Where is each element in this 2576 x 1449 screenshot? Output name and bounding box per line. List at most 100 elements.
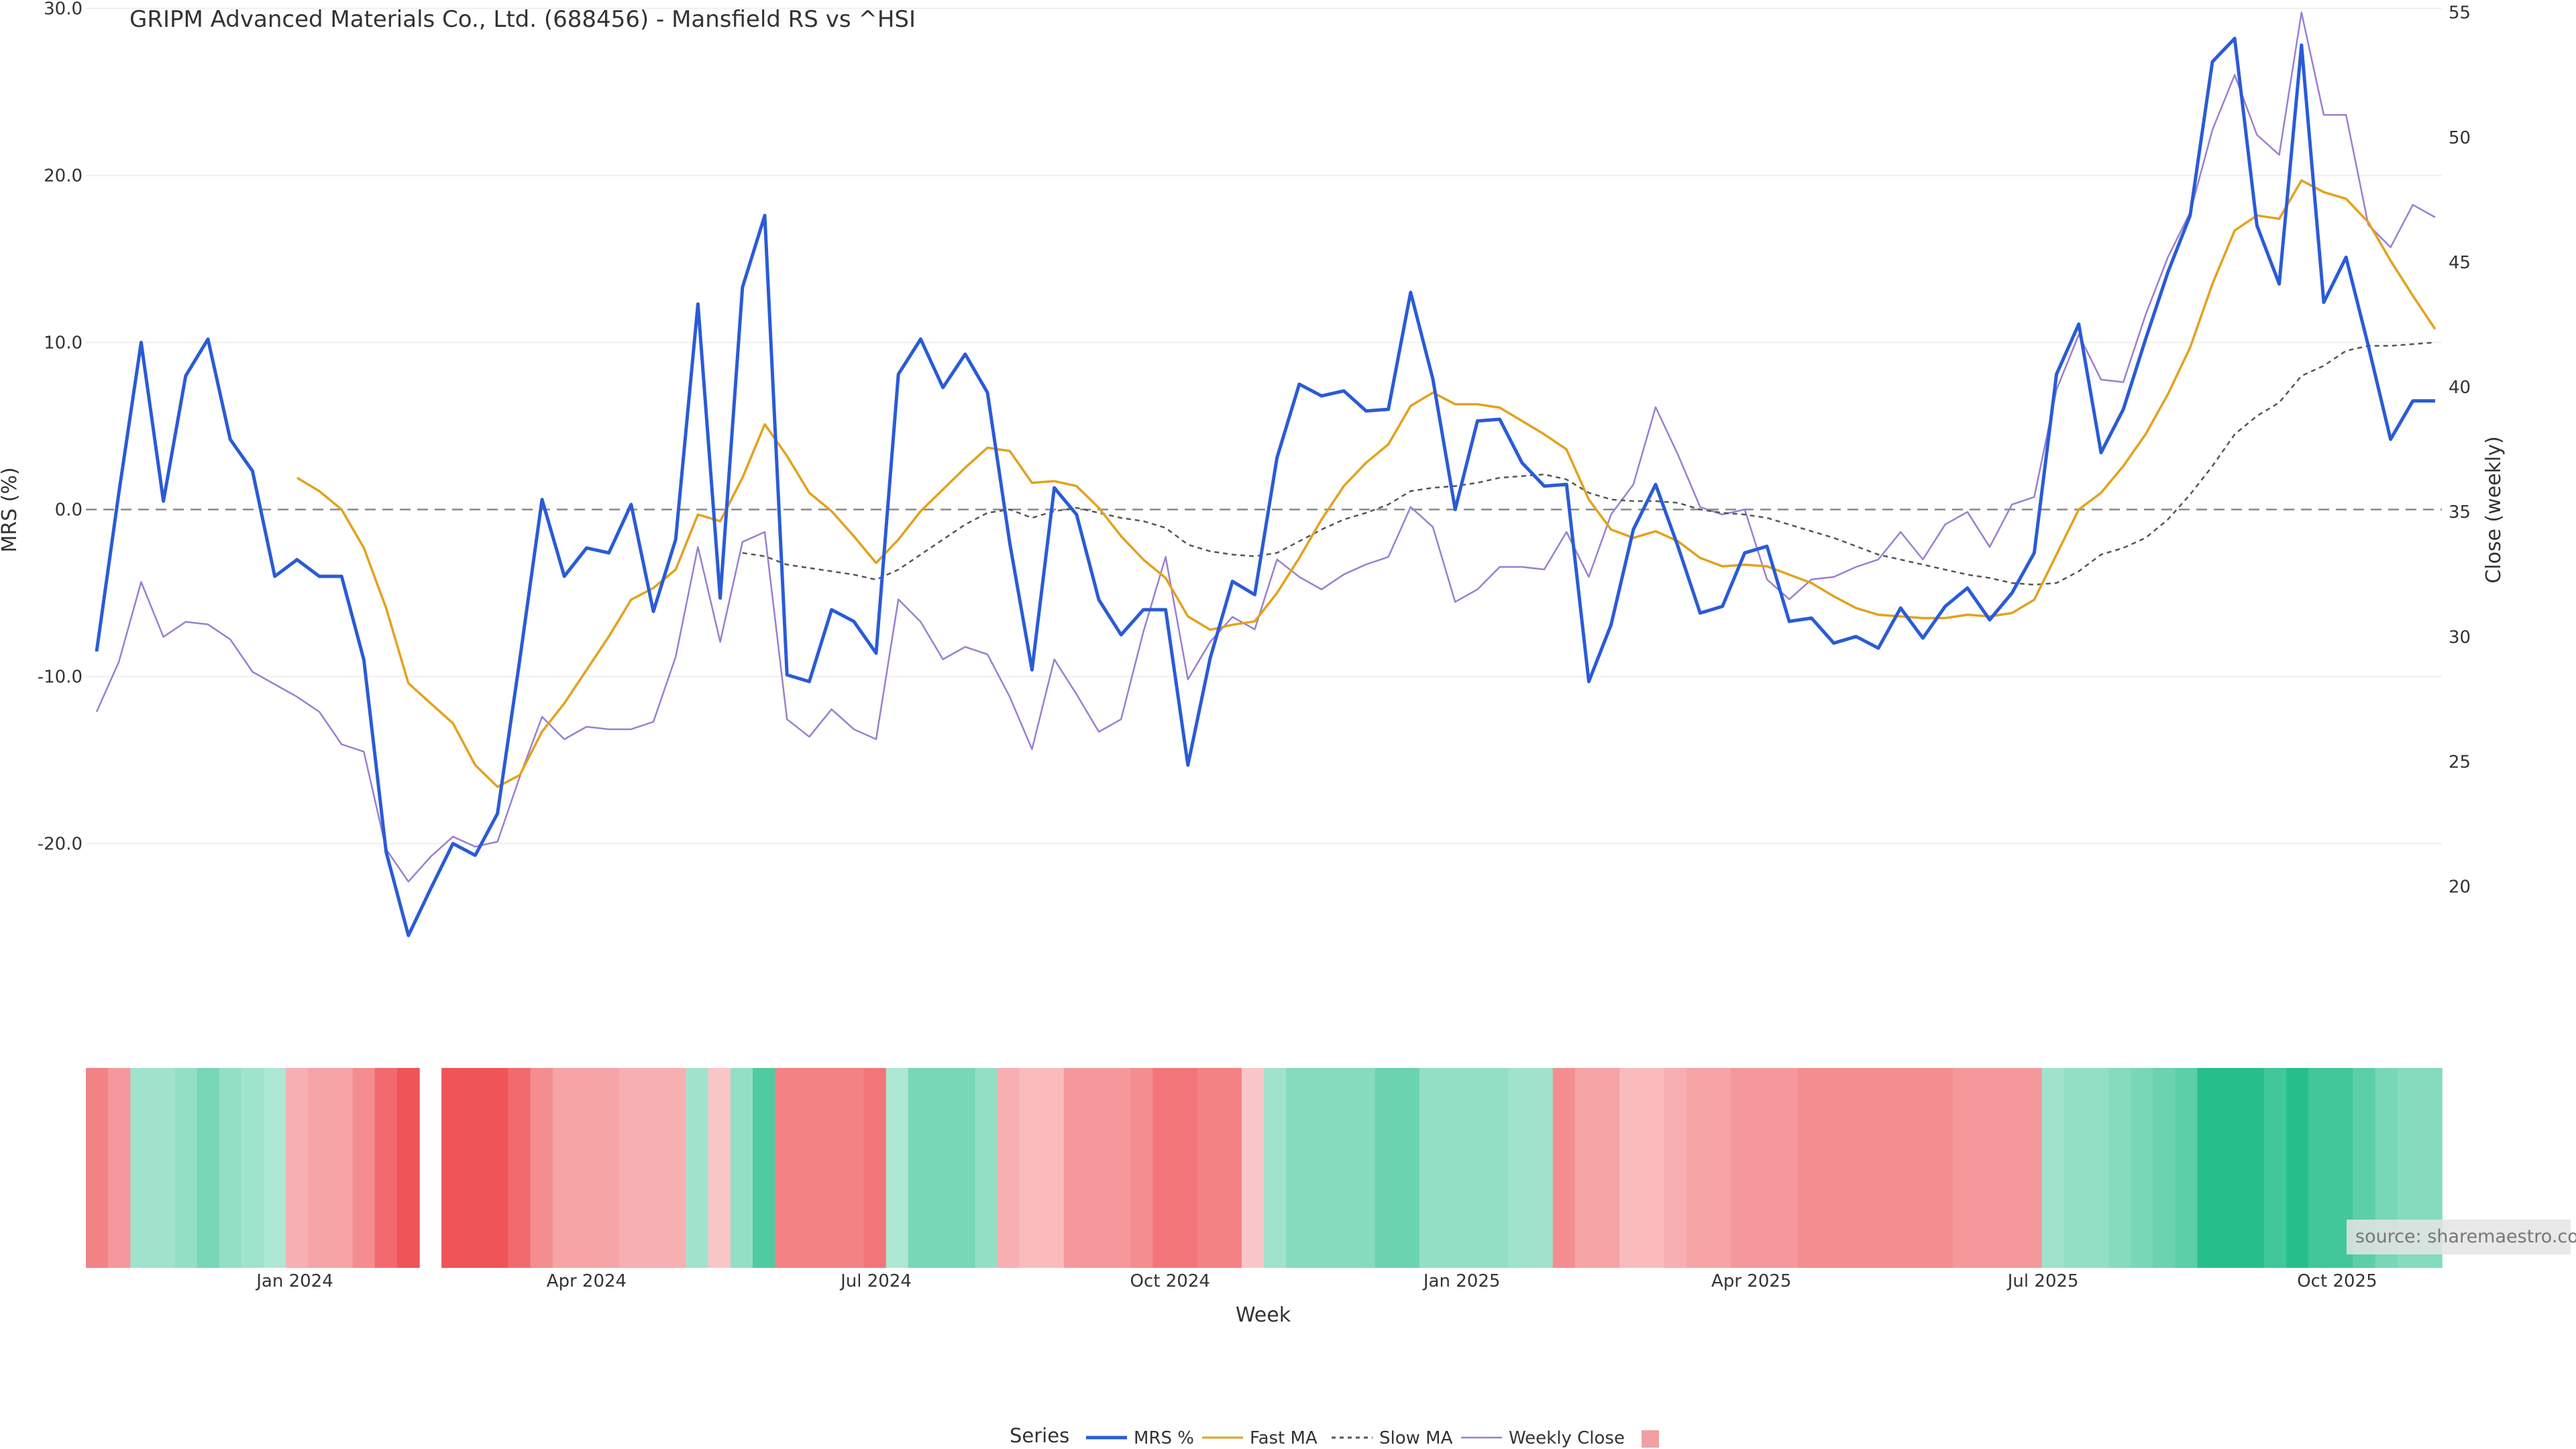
- series-line-mrs: [95, 36, 2435, 937]
- heatmap-cell: [1442, 1068, 1464, 1268]
- heatmap-cell: [841, 1068, 865, 1268]
- heatmap-cell: [1085, 1068, 1109, 1268]
- x-tick-label: Oct 2025: [2297, 1271, 2377, 1291]
- y2-tick-label: 50: [2449, 128, 2471, 148]
- heatmap-cell: [708, 1068, 731, 1268]
- heatmap-cell: [730, 1068, 753, 1268]
- heatmap-cell: [1419, 1068, 1442, 1268]
- x-tick-label: Oct 2024: [1130, 1271, 1210, 1291]
- heatmap-cell: [508, 1068, 531, 1268]
- heatmap-cell: [2175, 1068, 2198, 1268]
- mrs-heatmap-strip: [86, 1068, 2443, 1268]
- heatmap-cell: [2241, 1068, 2265, 1268]
- x-tick-label: Jan 2025: [1422, 1271, 1501, 1291]
- heatmap-cell: [1819, 1068, 1843, 1268]
- series-line-slow-ma: [742, 341, 2436, 586]
- heatmap-cell: [1219, 1068, 1242, 1268]
- legend-label-weekly-close[interactable]: Weekly Close: [1509, 1428, 1625, 1448]
- heatmap-cell: [1508, 1068, 1532, 1268]
- heatmap-cell: [775, 1068, 798, 1268]
- heatmap-cell: [2108, 1068, 2131, 1268]
- legend-swatch-heatmap[interactable]: [1642, 1430, 1659, 1448]
- series-line-fast-ma: [296, 179, 2436, 788]
- heatmap-cell: [2219, 1068, 2243, 1268]
- legend-label-fast-ma[interactable]: Fast MA: [1250, 1428, 1318, 1448]
- heatmap-cell: [2041, 1068, 2065, 1268]
- heatmap-cell: [2263, 1068, 2287, 1268]
- heatmap-cell: [863, 1068, 887, 1268]
- heatmap-cell: [1797, 1068, 1821, 1268]
- heatmap-cell: [1686, 1068, 1709, 1268]
- heatmap-cell: [1330, 1068, 1354, 1268]
- heatmap-cell: [797, 1068, 820, 1268]
- y-tick-label: 0.0: [55, 500, 83, 521]
- heatmap-cell: [552, 1068, 576, 1268]
- heatmap-cell: [241, 1068, 264, 1268]
- heatmap-cell: [1486, 1068, 1509, 1268]
- heatmap-cell: [264, 1068, 286, 1268]
- heatmap-cell: [2019, 1068, 2043, 1268]
- heatmap-cell: [174, 1068, 198, 1268]
- chart-title: GRIPM Advanced Materials Co., Ltd. (6884…: [129, 6, 916, 33]
- y2-tick-label: 30: [2449, 627, 2471, 647]
- heatmap-cell: [219, 1068, 242, 1268]
- heatmap-cell: [1464, 1068, 1487, 1268]
- heatmap-cell: [1019, 1068, 1042, 1268]
- heatmap-cell: [1841, 1068, 1865, 1268]
- heatmap-cell: [975, 1068, 998, 1268]
- heatmap-cell: [530, 1068, 553, 1268]
- y-tick-label: 10.0: [44, 333, 83, 353]
- heatmap-cell: [1552, 1068, 1576, 1268]
- heatmap-cell: [1775, 1068, 1798, 1268]
- x-tick-label: Apr 2025: [1711, 1271, 1791, 1291]
- y-tick-label: -20.0: [38, 835, 83, 855]
- x-axis-ticks: Jan 2024 Apr 2024 Jul 2024 Oct 2024 Jan 2025…: [255, 1271, 2377, 1291]
- y2-tick-label: 40: [2449, 378, 2471, 398]
- heatmap-cell: [1308, 1068, 1332, 1268]
- heatmap-cell: [1241, 1068, 1265, 1268]
- y-axis-ticks: 30.0 20.0 10.0 0.0 -10.0 -20.0: [38, 0, 83, 855]
- heatmap-cell: [2286, 1068, 2309, 1268]
- legend-title: Series: [1010, 1424, 1069, 1447]
- y-gridlines: [86, 7, 2442, 845]
- heatmap-cell: [1375, 1068, 1398, 1268]
- heatmap-cell: [1708, 1068, 1731, 1268]
- legend: Series MRS % Fast MA Slow MA Weekly Clos…: [1010, 1424, 1659, 1448]
- legend-label-mrs[interactable]: MRS %: [1134, 1428, 1194, 1448]
- source-note-box: [2347, 1220, 2571, 1254]
- series-layer: [95, 11, 2436, 937]
- heatmap-cell: [1730, 1068, 1754, 1268]
- heatmap-cell: [396, 1068, 420, 1268]
- heatmap-cell: [1041, 1068, 1065, 1268]
- heatmap-cell: [1953, 1068, 1976, 1268]
- heatmap-cell: [1175, 1068, 1198, 1268]
- heatmap-cell: [330, 1068, 354, 1268]
- heatmap-cell: [1975, 1068, 1998, 1268]
- heatmap-cell: [130, 1068, 154, 1268]
- heatmap-cell: [1530, 1068, 1554, 1268]
- legend-label-slow-ma[interactable]: Slow MA: [1379, 1428, 1453, 1448]
- heatmap-cell: [930, 1068, 953, 1268]
- heatmap-cell: [1908, 1068, 1931, 1268]
- heatmap-cell: [2063, 1068, 2087, 1268]
- y2-tick-label: 25: [2449, 753, 2471, 773]
- heatmap-cell: [286, 1068, 309, 1268]
- heatmap-cell: [486, 1068, 509, 1268]
- heatmap-cell: [641, 1068, 665, 1268]
- heatmap-cell: [953, 1068, 976, 1268]
- heatmap-cell: [1886, 1068, 1909, 1268]
- source-note: source: sharemaestro.com: [2355, 1226, 2576, 1247]
- heatmap-cell: [464, 1068, 487, 1268]
- heatmap-cell: [1931, 1068, 1953, 1268]
- y2-tick-label: 35: [2449, 502, 2471, 523]
- heatmap-cell: [908, 1068, 931, 1268]
- y2-axis-title: Close (weekly): [2482, 436, 2506, 584]
- y-tick-label: 30.0: [44, 0, 83, 19]
- x-axis-title: Week: [1236, 1303, 1291, 1327]
- heatmap-cell: [686, 1068, 709, 1268]
- heatmap-cell: [619, 1068, 643, 1268]
- heatmap-cell: [2153, 1068, 2176, 1268]
- heatmap-cell: [1063, 1068, 1087, 1268]
- heatmap-cell: [1642, 1068, 1665, 1268]
